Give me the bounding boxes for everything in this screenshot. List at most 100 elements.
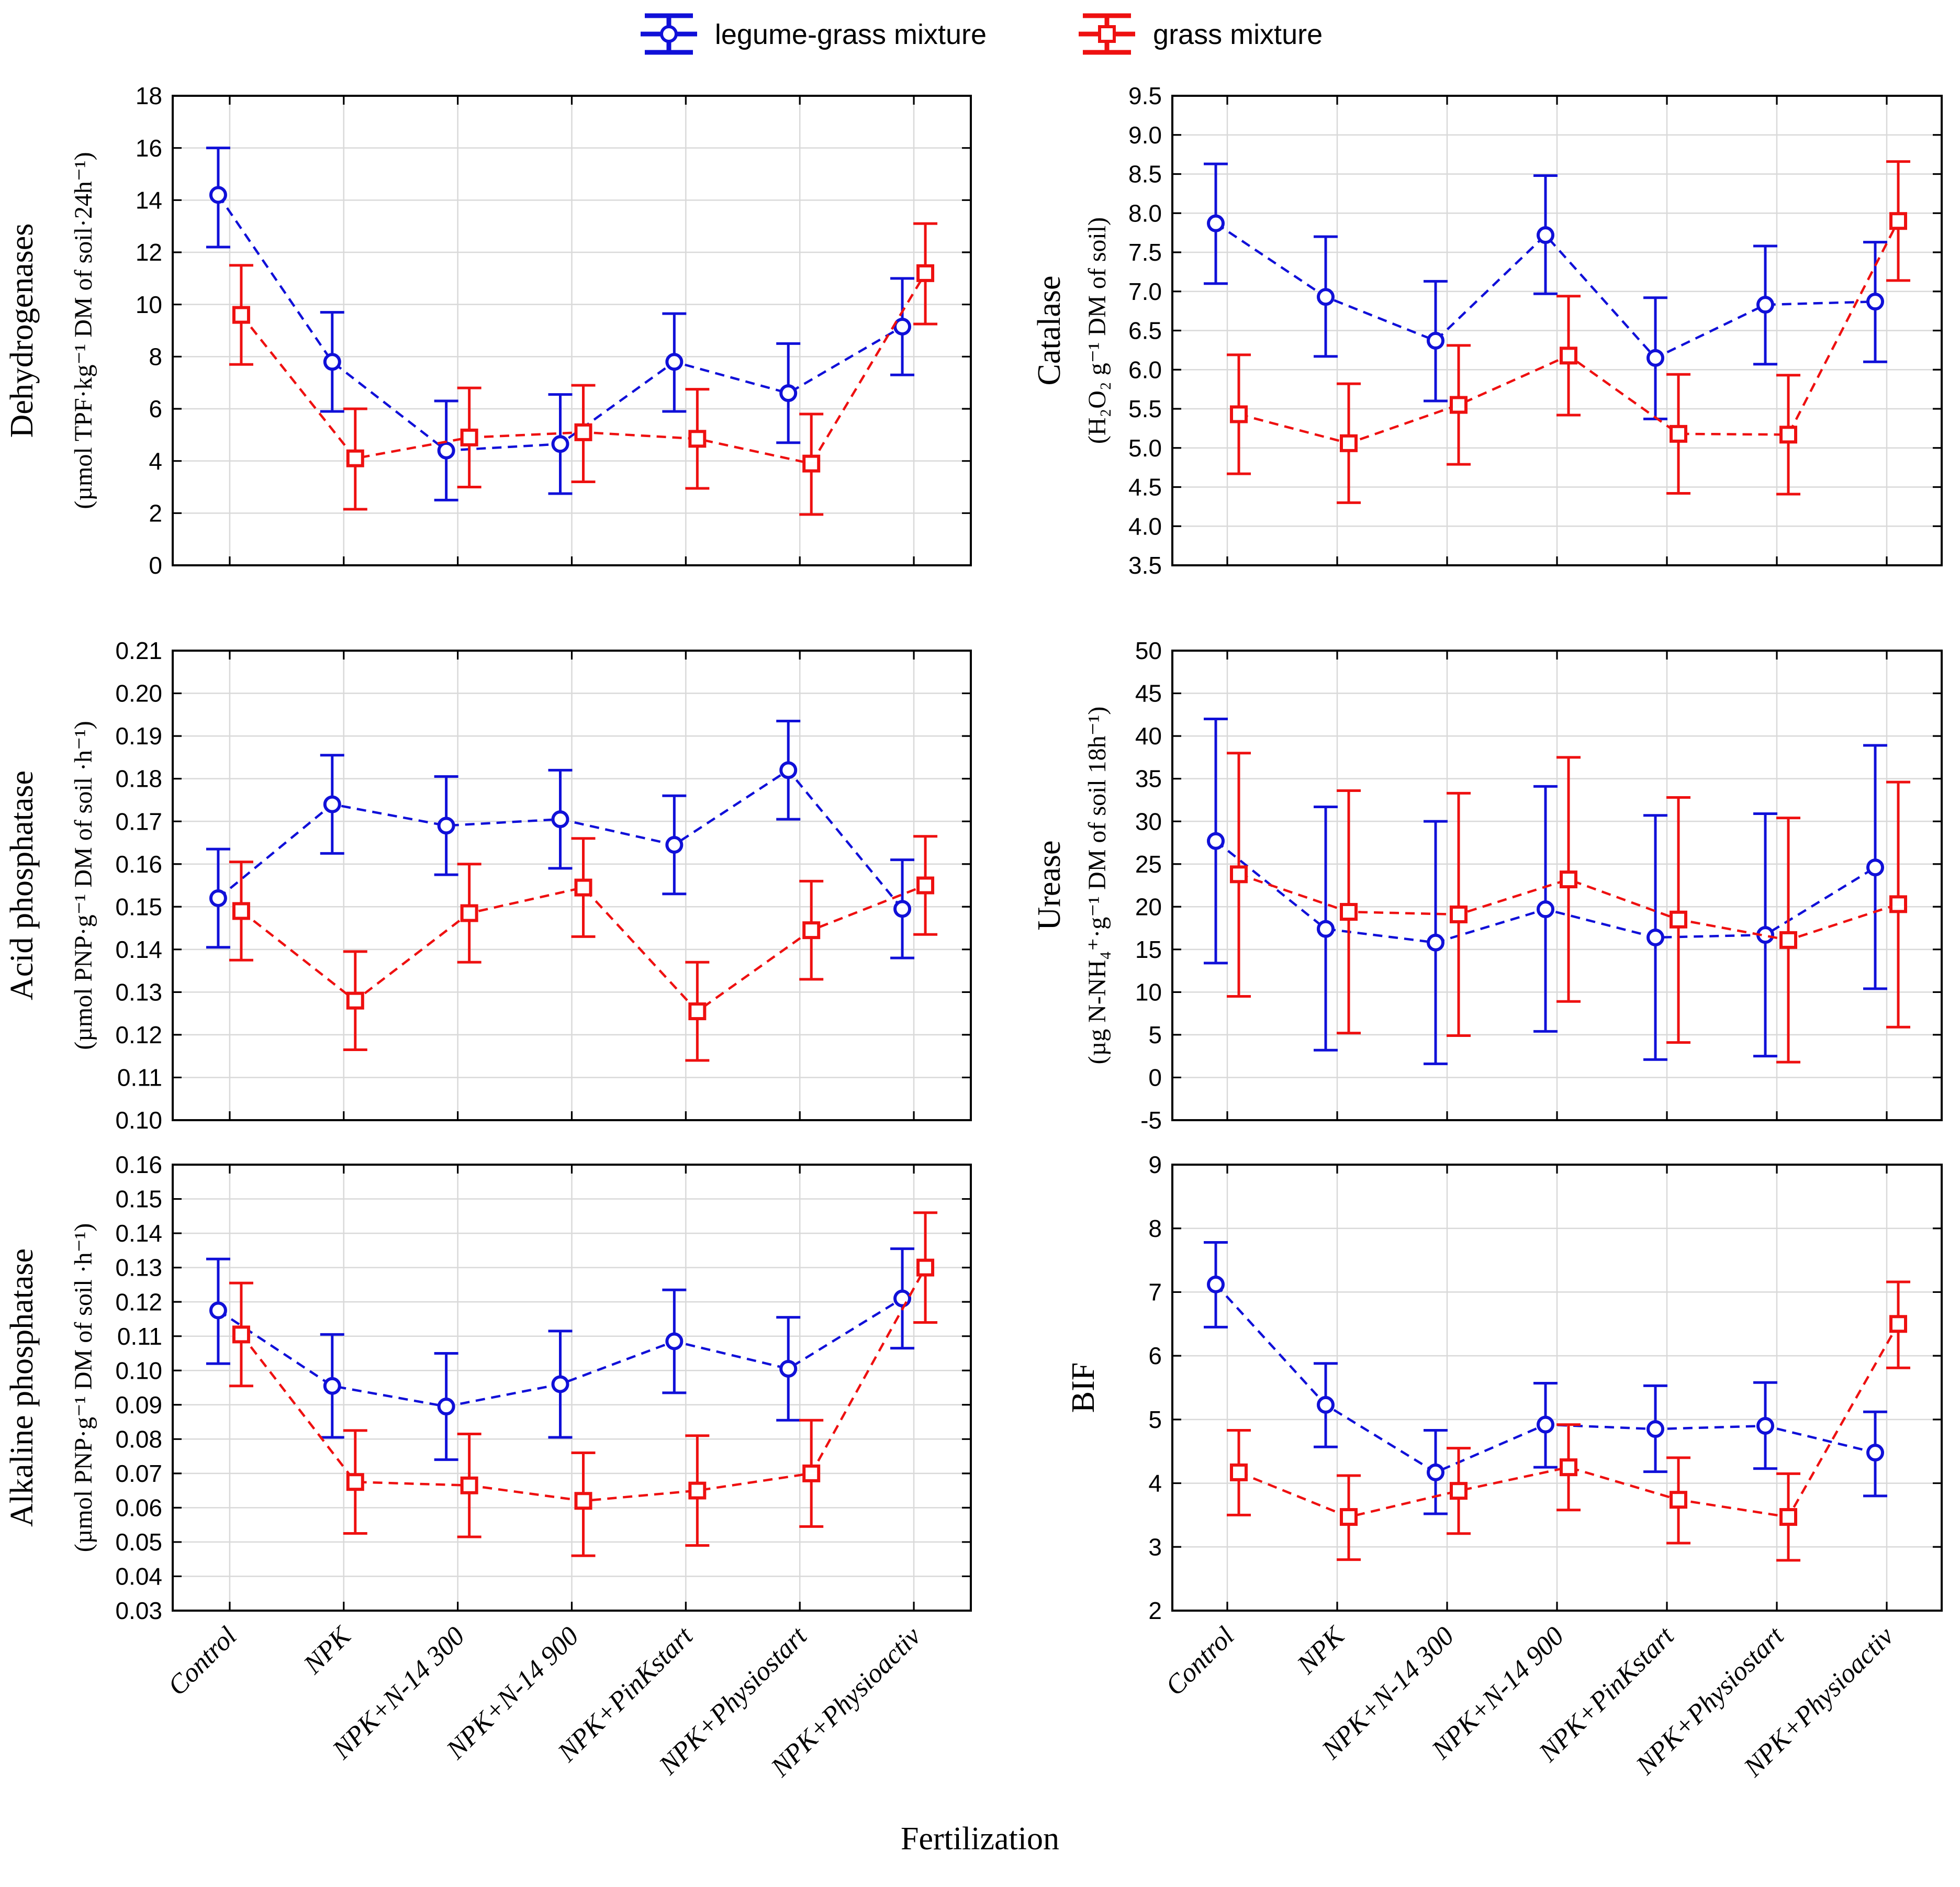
y-tick-label: 2: [149, 499, 162, 527]
data-point-square: [802, 1464, 821, 1482]
x-tick-label: Control: [1160, 1621, 1240, 1701]
y-tick-label: 0.03: [115, 1597, 162, 1624]
chart-bif: 2 3 4 5 6 7 8 9 Control NPK NPK+N-14 300 NPK+N-14 9…: [1066, 1151, 1943, 1783]
data-point-circle: [1647, 349, 1664, 367]
y-tick-label: 0: [1148, 1064, 1162, 1091]
y-tick-label: 0.10: [115, 1357, 162, 1384]
y-tick-label: 10: [136, 291, 162, 318]
series-grass: [1227, 160, 1910, 504]
data-point-square: [1230, 865, 1248, 884]
y-axis-title: Alkaline phosphatase: [4, 1248, 40, 1527]
y-tick-label: 40: [1135, 722, 1162, 750]
y-tick-label: 0.14: [115, 936, 162, 963]
y-tick-labels: -5 0 5 10 15 20 25 30 35 40 45 50: [1135, 637, 1162, 1134]
data-point-circle: [1866, 858, 1884, 877]
y-tick-label: 7: [1148, 1279, 1162, 1306]
y-tick-label: 8.5: [1128, 161, 1162, 188]
data-point-circle: [1317, 1395, 1335, 1414]
y-tick-label: 30: [1135, 808, 1162, 835]
data-point-circle: [1647, 928, 1664, 946]
y-tick-label: 0.16: [115, 1151, 162, 1178]
gridlines: [173, 1165, 971, 1611]
data-point-circle: [1866, 1444, 1884, 1462]
data-point-circle: [1756, 296, 1774, 314]
x-tick-label: NPK: [298, 1621, 357, 1680]
data-point-circle: [893, 1289, 912, 1308]
y-tick-label: 15: [1135, 936, 1162, 963]
data-point-circle: [1427, 933, 1444, 952]
data-point-square: [1670, 425, 1687, 443]
y-tick-label: 0: [149, 552, 162, 579]
y-tick-label: 5.5: [1128, 395, 1162, 422]
y-tick-label: 0.12: [115, 1288, 162, 1315]
y-tick-label: 0.11: [117, 1323, 162, 1350]
gridlines: [173, 96, 971, 565]
chart-acid-phosphatase: 0.10 0.11 0.12 0.13 0.14 0.15 0.16 0.17 0.18 0.19…: [4, 637, 972, 1134]
y-tick-label: 14: [136, 186, 162, 214]
y-axis-title: BIF: [1066, 1363, 1101, 1413]
series-grass: [229, 1211, 938, 1557]
data-point-circle: [665, 1332, 684, 1350]
y-tick-label: 0.09: [115, 1391, 162, 1419]
data-point-circle: [323, 1377, 341, 1395]
legend-item-legume-grass: legume-grass mixture: [637, 4, 987, 64]
series-grass: [229, 835, 938, 1062]
data-point-square: [1670, 910, 1687, 929]
data-point-circle: [665, 836, 684, 854]
data-point-circle: [551, 810, 569, 829]
data-point-square: [1560, 870, 1577, 889]
data-point-square: [232, 902, 250, 920]
plot-area: 0 2 4 6 8 10 12 14 16 18 Dehydrogenases (µmol TPF·k…: [4, 82, 972, 579]
data-point-square: [460, 904, 478, 922]
plot-area: 3.5 4.0 4.5 5.0 5.5 6.0 6.5 7.0 7.5 8.0 8.5 9.0 9.5 C…: [1032, 82, 1943, 579]
square-errorbar-icon: [1079, 13, 1136, 55]
y-tick-labels: 0.03 0.04 0.05 0.06 0.07 0.08 0.09 0.10 0.11 0.12…: [115, 1151, 162, 1624]
plot-area: 0.03 0.04 0.05 0.06 0.07 0.08 0.09 0.10 0.11 0.12…: [4, 1151, 972, 1783]
y-tick-label: 0.11: [117, 1064, 162, 1091]
gridlines: [1172, 1165, 1942, 1611]
y-tick-label: 0.08: [115, 1425, 162, 1453]
series-legume-grass: [206, 1247, 915, 1461]
data-point-square: [1560, 1458, 1577, 1477]
plot-border: [1171, 1164, 1943, 1612]
y-tick-label: 0.14: [115, 1220, 162, 1247]
y-tick-label: 0.06: [115, 1494, 162, 1521]
chart-alkaline-phosphatase: 0.03 0.04 0.05 0.06 0.07 0.08 0.09 0.10 0.11 0.12…: [4, 1151, 972, 1783]
data-point-square: [346, 991, 364, 1010]
data-point-square: [1450, 1482, 1468, 1500]
data-point-square: [574, 878, 592, 897]
data-point-square: [460, 1476, 478, 1494]
y-tick-label: 0.18: [115, 765, 162, 792]
y-tick-label: 2: [1148, 1597, 1162, 1624]
data-point-circle: [1756, 1417, 1774, 1435]
x-axis-title: Fertilization: [900, 1821, 1060, 1857]
data-point-square: [688, 1481, 707, 1500]
data-point-square: [1340, 903, 1358, 921]
y-tick-label: 0.07: [115, 1460, 162, 1487]
y-tick-label: 8: [149, 343, 162, 370]
y-tick-label: 4.0: [1128, 512, 1162, 540]
data-point-square: [916, 264, 935, 282]
y-tick-label: 0.10: [115, 1107, 162, 1134]
data-point-circle: [1207, 1275, 1225, 1293]
data-point-square: [1779, 1508, 1797, 1526]
data-point-circle: [1647, 1420, 1664, 1438]
series-legume-grass: [1204, 1241, 1887, 1515]
data-point-square: [1340, 434, 1358, 452]
y-tick-label: 6: [1148, 1342, 1162, 1369]
y-axis-title: Dehydrogenases: [4, 224, 40, 438]
y-tick-label: 9.5: [1128, 82, 1162, 109]
data-point-circle: [437, 817, 455, 835]
data-point-square: [346, 449, 364, 467]
y-tick-label: 0.04: [115, 1563, 162, 1590]
y-tick-label: 0.17: [115, 808, 162, 835]
data-point-square: [1450, 905, 1468, 923]
data-point-square: [1450, 396, 1468, 414]
data-point-square: [688, 430, 707, 448]
data-point-square: [802, 921, 821, 940]
data-point-circle: [1537, 900, 1554, 919]
y-tick-label: 0.13: [115, 978, 162, 1006]
y-tick-label: 50: [1135, 637, 1162, 664]
